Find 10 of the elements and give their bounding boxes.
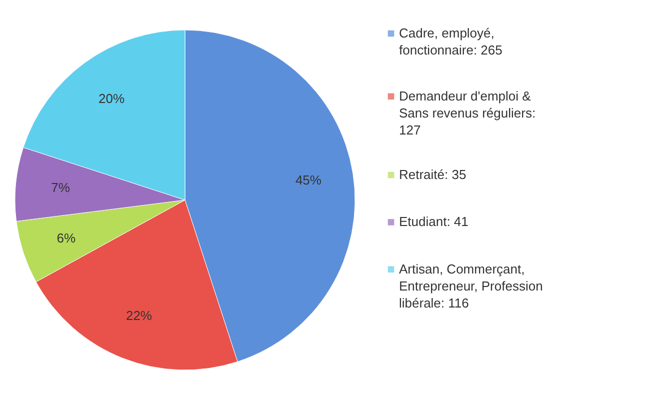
data-label: 22% (126, 308, 152, 324)
legend-label: Etudiant: 41 (399, 214, 468, 230)
data-label: 20% (98, 90, 125, 106)
data-label: 45% (295, 172, 322, 188)
legend-label: Demandeur d'emploi & Sans revenus réguliers: 127 (399, 88, 536, 138)
legend-label: Retraité: 35 (399, 167, 466, 182)
legend-label: Artisan, Commerçant, Entrepreneur, Profession libérale: 116 (399, 261, 543, 310)
data-label: 6% (56, 230, 76, 246)
data-label: 7% (51, 180, 70, 196)
legend-label: Cadre, employé, fonctionnaire: 265 (399, 26, 502, 58)
